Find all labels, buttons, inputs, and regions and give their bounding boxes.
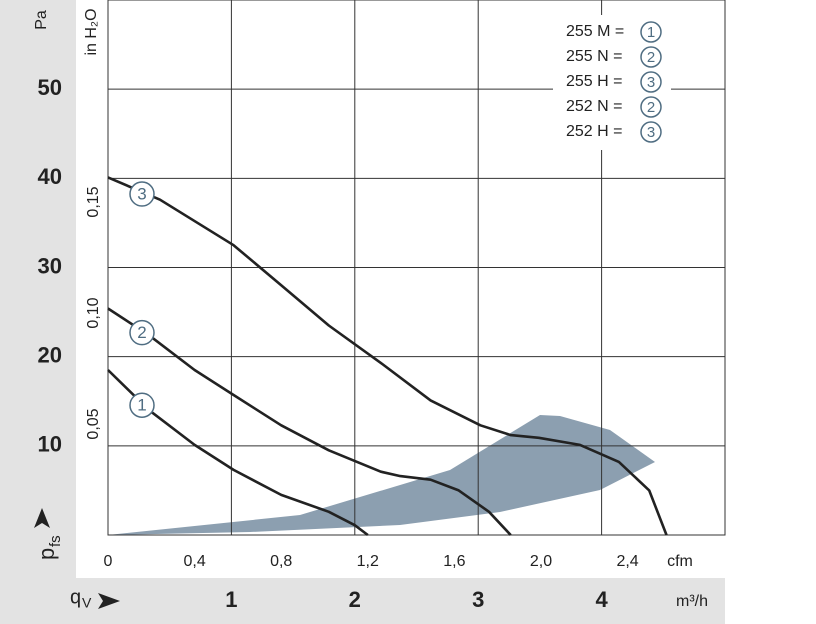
x-label-sub: V: [82, 595, 92, 611]
y-label: p fs: [34, 535, 64, 560]
legend-label: 255 H =: [566, 73, 622, 90]
y-label-main: p: [34, 548, 59, 560]
curve-marker: [640, 46, 662, 68]
curve: [107, 369, 369, 537]
y2-tick-label: 0,05: [85, 408, 102, 439]
operating-area: [108, 415, 655, 535]
legend-label: 252 N =: [566, 98, 622, 115]
y-tick-label: 40: [38, 164, 62, 189]
x2-unit: m³/h: [676, 593, 708, 610]
legend-label: 255 M =: [566, 23, 624, 40]
curve-marker: [129, 181, 155, 207]
y2-unit: in H₂O: [83, 8, 100, 55]
y-tick-label: 30: [38, 253, 62, 278]
curve-marker-label: 1: [647, 24, 655, 41]
y-unit: Pa: [33, 10, 50, 30]
x-tick-label: 2,0: [530, 553, 552, 570]
curve: [107, 307, 512, 536]
y-tick-label: 50: [38, 75, 62, 100]
x-tick-label: 0: [104, 553, 113, 570]
curve-marker-label: 3: [137, 185, 146, 204]
curve-marker: [640, 21, 662, 43]
plot-frame: [107, 0, 726, 536]
curve-marker-label: 1: [137, 396, 146, 415]
curve-marker-label: 3: [647, 124, 655, 141]
y2-tick-label: 0,15: [85, 186, 102, 217]
x2-tick-label: 1: [225, 587, 237, 612]
curve-marker-label: 2: [647, 99, 655, 116]
bottom-band: [0, 578, 725, 624]
x2-tick-label: 4: [595, 587, 608, 612]
x-tick-label: 2,4: [616, 553, 638, 570]
curve-marker-label: 2: [137, 323, 146, 342]
y2-tick-label: 0,10: [85, 297, 102, 328]
curve-marker: [640, 71, 662, 93]
left-band: [0, 0, 76, 578]
x2-tick-label: 2: [349, 587, 361, 612]
x-tick-label: 0,8: [270, 553, 292, 570]
curve-marker-label: 3: [647, 74, 655, 91]
y-tick-label: 10: [38, 432, 62, 457]
curve: [107, 176, 668, 536]
curve-marker: [129, 392, 155, 418]
curve-marker-label: 2: [647, 49, 655, 66]
curve-marker: [640, 96, 662, 118]
x-unit: cfm: [667, 553, 693, 570]
x-tick-label: 0,4: [183, 553, 205, 570]
x-label-main: q: [70, 586, 81, 608]
x-tick-label: 1,6: [443, 553, 465, 570]
y-arrow: [34, 508, 50, 528]
x-tick-label: 1,2: [357, 553, 379, 570]
x2-tick-label: 3: [472, 587, 484, 612]
x-arrow: [98, 593, 120, 609]
y-label-sub: fs: [47, 535, 64, 547]
legend-label: 252 H =: [566, 123, 622, 140]
legend-label: 255 N =: [566, 48, 622, 65]
curve-marker: [640, 121, 662, 143]
y-tick-label: 20: [38, 342, 62, 367]
curve-marker: [129, 319, 155, 346]
